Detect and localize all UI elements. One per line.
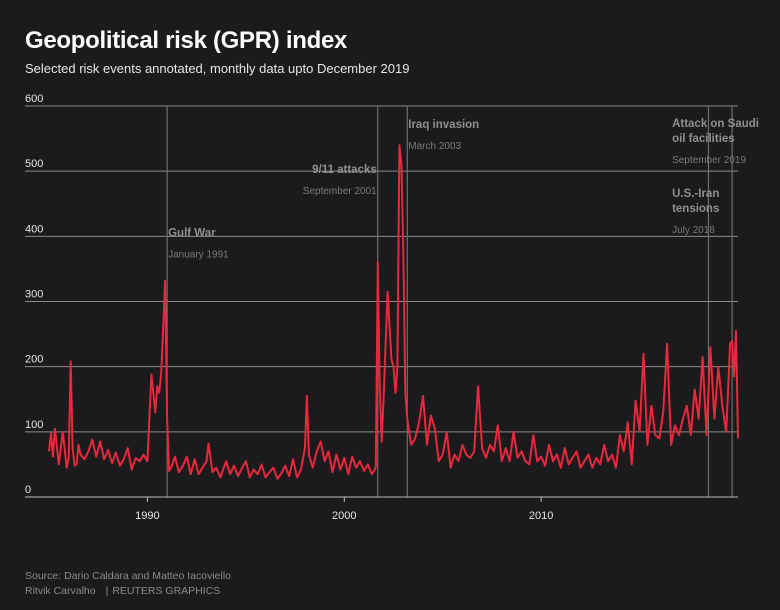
credit-name: Ritvik Carvalho — [25, 585, 96, 597]
annotation-title-0: Gulf War — [168, 227, 216, 239]
grid-layer — [25, 105, 738, 433]
annotation-title-3: U.S.-Iran — [672, 188, 719, 200]
chart-title: Geopolitical risk (GPR) index — [25, 27, 348, 54]
annotation-title-3: tensions — [672, 203, 719, 215]
credit-line: Ritvik Carvalho | REUTERS GRAPHICS — [25, 584, 231, 599]
chart-subtitle: Selected risk events annotated, monthly … — [25, 61, 410, 76]
annotation-date-1: September 2001 — [303, 186, 377, 197]
annotation-title-4: oil facilities — [672, 133, 735, 145]
x-tick-label-1990: 1990 — [135, 510, 159, 522]
annotation-title-1: 9/11 attacks — [312, 164, 377, 176]
axis-layer: 0 100 200 300 400 500 600 1990 2000 2010 — [25, 93, 738, 522]
y-tick-label-200: 200 — [25, 354, 43, 366]
x-tick-label-2010: 2010 — [529, 510, 553, 522]
agency-name: REUTERS GRAPHICS — [112, 585, 221, 597]
gpr-line-chart: 0 100 200 300 400 500 600 1990 2000 2010 Gulf War… — [25, 93, 759, 522]
y-tick-label-0: 0 — [25, 484, 31, 496]
event-lines-layer — [166, 106, 733, 497]
annotation-layer: Gulf War January 1991 9/11 attacks Septembe… — [168, 118, 759, 260]
annotation-date-4: September 2019 — [672, 155, 746, 166]
x-tick-label-2000: 2000 — [332, 510, 356, 522]
credit-separator: | — [105, 585, 109, 597]
y-tick-label-100: 100 — [25, 419, 43, 431]
series-layer — [48, 144, 739, 480]
annotation-date-0: January 1991 — [168, 249, 229, 260]
source-text: Source: Dario Caldara and Matteo Iacovie… — [25, 570, 232, 582]
annotation-date-3: July 2018 — [672, 225, 715, 236]
y-tick-label-500: 500 — [25, 158, 43, 170]
annotation-title-4: Attack on Saudi — [672, 118, 759, 130]
gpr-series-line — [48, 144, 739, 480]
y-tick-label-400: 400 — [25, 223, 43, 235]
source-note: Source: Dario Caldara and Matteo Iacovie… — [25, 569, 231, 599]
annotation-date-2: March 2003 — [408, 141, 461, 152]
y-tick-label-300: 300 — [25, 289, 43, 301]
y-tick-label-600: 600 — [25, 93, 43, 105]
annotation-title-2: Iraq invasion — [408, 119, 479, 131]
